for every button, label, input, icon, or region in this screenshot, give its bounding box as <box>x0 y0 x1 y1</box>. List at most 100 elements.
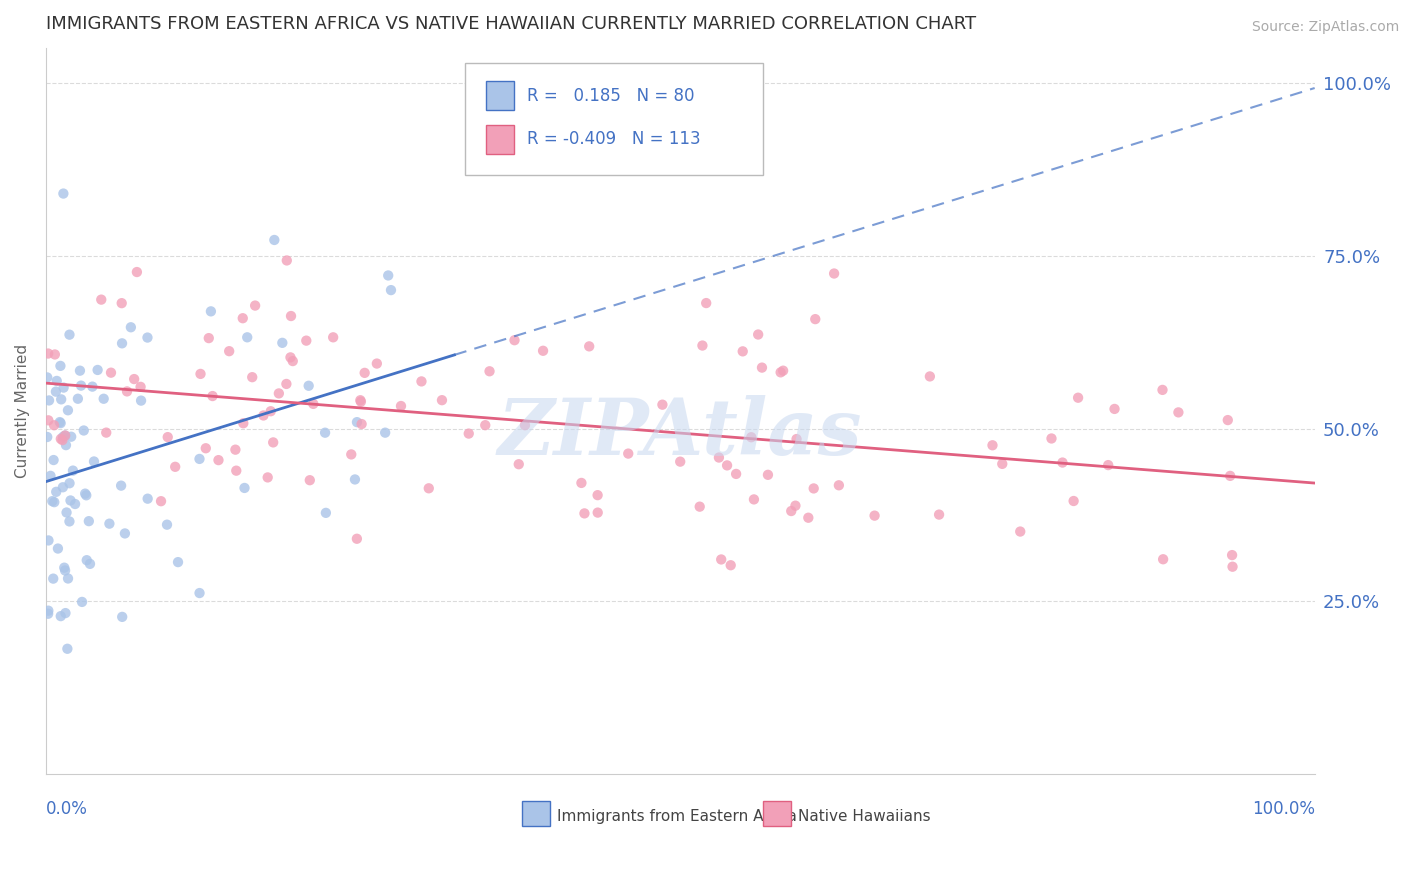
Point <box>232 311 254 326</box>
Point <box>780 504 803 518</box>
Point <box>276 376 298 391</box>
Point <box>315 506 337 520</box>
Point <box>52 186 75 201</box>
Point <box>651 398 673 412</box>
Point <box>129 393 152 408</box>
Point <box>828 478 851 492</box>
Point <box>51 433 73 447</box>
Point <box>58 515 80 529</box>
Point <box>73 424 96 438</box>
Point <box>93 392 115 406</box>
Point <box>55 606 77 620</box>
Point <box>252 409 274 423</box>
Text: Source: ZipAtlas.com: Source: ZipAtlas.com <box>1251 20 1399 34</box>
Point <box>41 494 63 508</box>
Point <box>389 399 412 413</box>
Point <box>37 346 59 360</box>
Point <box>377 268 399 283</box>
Point <box>46 541 69 556</box>
Point <box>340 447 363 461</box>
Point <box>343 473 366 487</box>
Text: Immigrants from Eastern Africa: Immigrants from Eastern Africa <box>557 809 797 823</box>
Point <box>150 494 173 508</box>
Point <box>785 499 807 513</box>
Point <box>63 497 86 511</box>
Point <box>725 467 748 481</box>
Point <box>165 459 187 474</box>
Point <box>218 344 240 359</box>
Point <box>197 331 219 345</box>
Point <box>96 425 118 440</box>
Point <box>233 481 256 495</box>
Point <box>37 604 59 618</box>
Point <box>716 458 738 473</box>
Point <box>122 372 145 386</box>
Point <box>295 334 318 348</box>
Point <box>115 384 138 399</box>
Point <box>111 610 134 624</box>
Point <box>508 457 530 471</box>
Point <box>49 432 72 446</box>
Point <box>740 430 762 444</box>
Point <box>804 312 827 326</box>
FancyBboxPatch shape <box>763 801 790 826</box>
Point <box>1052 456 1074 470</box>
Point <box>136 491 159 506</box>
Point <box>742 492 765 507</box>
Point <box>58 476 80 491</box>
Point <box>59 493 82 508</box>
Point <box>44 495 66 509</box>
Text: 100.0%: 100.0% <box>1251 800 1315 818</box>
Point <box>37 430 59 444</box>
Point <box>98 516 121 531</box>
Point <box>280 351 302 365</box>
Point <box>156 517 179 532</box>
Point <box>298 473 321 487</box>
Point <box>201 389 224 403</box>
Point <box>1040 432 1063 446</box>
Point <box>267 386 290 401</box>
Point <box>1167 405 1189 419</box>
Point <box>298 378 321 392</box>
Point <box>928 508 950 522</box>
Point <box>731 344 754 359</box>
Point <box>55 438 77 452</box>
Point <box>786 432 808 446</box>
Point <box>200 304 222 318</box>
Point <box>1152 552 1174 566</box>
Point <box>769 365 792 379</box>
Point <box>53 428 76 442</box>
Point <box>571 475 593 490</box>
Point <box>380 283 402 297</box>
Point <box>918 369 941 384</box>
Point <box>418 481 440 495</box>
Point <box>39 468 62 483</box>
Text: R = -0.409   N = 113: R = -0.409 N = 113 <box>527 130 700 148</box>
FancyBboxPatch shape <box>486 125 515 153</box>
Point <box>62 464 84 478</box>
Text: Native Hawaiians: Native Hawaiians <box>799 809 931 823</box>
Text: 0.0%: 0.0% <box>46 800 87 818</box>
Point <box>262 435 284 450</box>
FancyBboxPatch shape <box>464 63 763 176</box>
Point <box>42 453 65 467</box>
Point <box>225 464 247 478</box>
Point <box>44 347 66 361</box>
Point <box>478 364 501 378</box>
Point <box>188 586 211 600</box>
Point <box>1010 524 1032 539</box>
Point <box>75 486 97 500</box>
Point <box>76 553 98 567</box>
Point <box>53 564 76 578</box>
Point <box>53 560 76 574</box>
Point <box>52 381 75 395</box>
Point <box>803 482 825 496</box>
Point <box>366 357 388 371</box>
Point <box>1097 458 1119 472</box>
Point <box>689 500 711 514</box>
Point <box>69 364 91 378</box>
Point <box>1220 548 1243 562</box>
Point <box>75 488 97 502</box>
Y-axis label: Currently Married: Currently Married <box>15 344 30 478</box>
Point <box>751 360 773 375</box>
